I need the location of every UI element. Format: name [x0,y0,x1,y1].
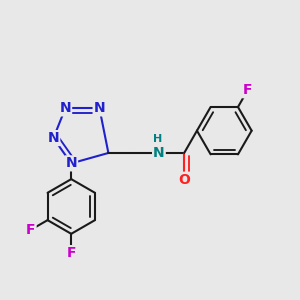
Text: F: F [67,246,76,260]
Text: O: O [178,173,190,187]
Text: N: N [48,131,59,145]
Text: N: N [65,156,77,170]
Text: N: N [153,146,165,160]
Text: F: F [243,83,252,97]
Text: N: N [94,101,105,116]
Text: F: F [26,223,36,237]
Text: N: N [59,101,71,116]
Text: H: H [153,134,162,144]
